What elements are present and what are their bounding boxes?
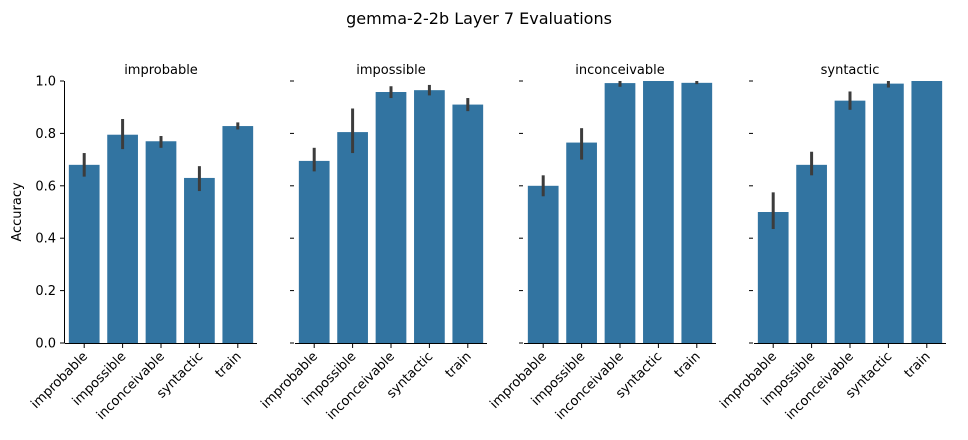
y-tick-label: 0.4: [35, 232, 56, 247]
y-tick-label: 1.0: [35, 75, 56, 90]
x-tick-label: inconceivable: [783, 349, 857, 423]
bar-syntactic: [873, 83, 904, 344]
bar-improbable: [757, 212, 789, 343]
panel-syntactic: syntacticimprobableimpossibleinconceivab…: [717, 63, 946, 423]
x-tick-label: train: [902, 349, 934, 381]
chart-title: gemma-2-2b Layer 7 Evaluations: [346, 9, 612, 28]
x-tick-label: train: [443, 349, 475, 381]
panel-improbable: improbable0.00.20.40.60.81.0improbableim…: [28, 63, 257, 423]
bar-improbable: [68, 164, 100, 343]
y-axis-label: Accuracy: [10, 182, 25, 242]
bar-impossible: [337, 132, 368, 343]
x-tick-label: inconceivable: [553, 349, 627, 423]
bar-impossible: [107, 134, 138, 343]
bar-train: [222, 126, 254, 344]
bar-inconceivable: [604, 83, 636, 343]
x-tick-label: inconceivable: [324, 349, 398, 423]
panel-title: inconceivable: [575, 63, 664, 78]
bar-inconceivable: [145, 141, 177, 343]
panel-title: improbable: [124, 63, 198, 78]
bar-improbable: [298, 160, 330, 343]
x-tick-label: inconceivable: [94, 349, 168, 423]
y-tick-label: 0.8: [35, 127, 56, 142]
bar-inconceivable: [834, 100, 866, 344]
x-tick-label: train: [672, 349, 704, 381]
bar-improbable: [527, 185, 559, 343]
y-tick-label: 0.0: [35, 337, 56, 352]
bar-train: [452, 104, 484, 343]
facet-panels: improbable0.00.20.40.60.81.0improbableim…: [28, 63, 946, 423]
bar-impossible: [566, 142, 597, 343]
x-tick-label: train: [213, 349, 245, 381]
bar-syntactic: [184, 177, 215, 343]
bar-train: [681, 82, 713, 344]
panel-inconceivable: inconceivableimprobableimpossibleinconce…: [487, 63, 716, 423]
panel-title: syntactic: [821, 63, 880, 78]
panel-title: impossible: [356, 63, 426, 78]
bar-inconceivable: [375, 92, 407, 343]
panel-impossible: impossibleimprobableimpossibleinconceiva…: [258, 63, 487, 423]
bar-syntactic: [643, 81, 674, 343]
y-tick-label: 0.2: [35, 284, 56, 299]
bar-syntactic: [414, 90, 445, 343]
bar-impossible: [796, 164, 827, 343]
bar-train: [911, 81, 943, 343]
y-tick-label: 0.6: [35, 179, 56, 194]
